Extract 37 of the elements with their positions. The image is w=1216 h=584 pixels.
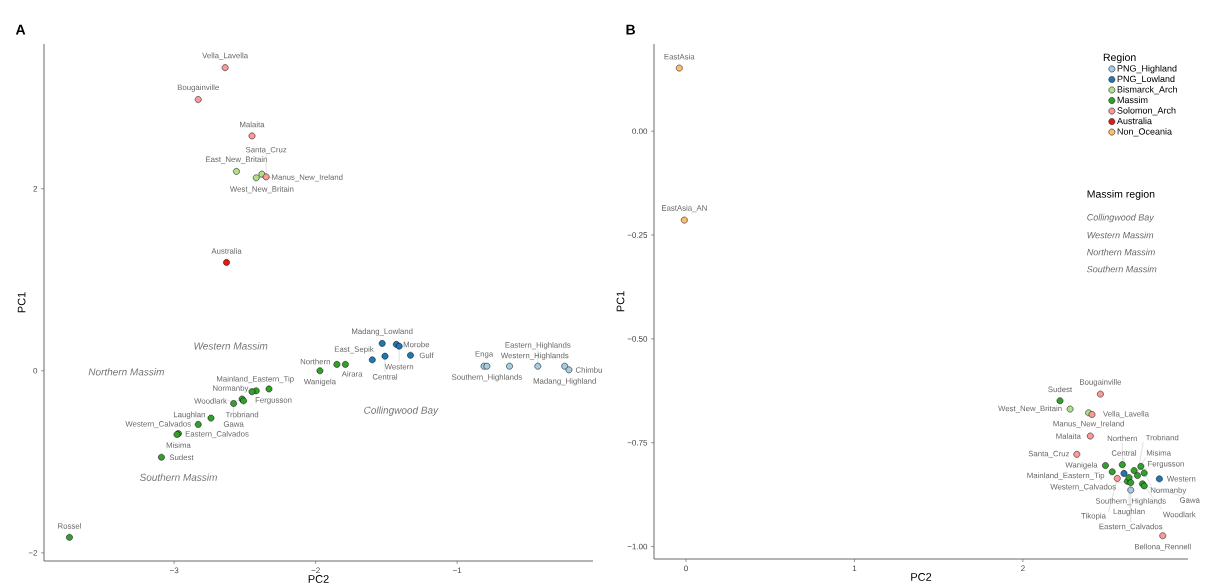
legend-label: PNG_Lowland bbox=[1117, 75, 1175, 84]
y-axis-title: PC1 bbox=[616, 291, 625, 312]
x-tick-label: 1 bbox=[852, 565, 857, 572]
x-tick-label: −1 bbox=[453, 567, 462, 574]
legend-label: Bismarck_Arch bbox=[1117, 85, 1177, 95]
x-tick-label: −3 bbox=[170, 567, 179, 574]
y-tick-label: 0 bbox=[33, 367, 38, 374]
annotation: Northern Massim bbox=[88, 368, 164, 376]
y-tick-label: −1.00 bbox=[627, 543, 648, 550]
annotation: Massim region bbox=[1087, 190, 1155, 200]
y-tick-label: −0.25 bbox=[627, 232, 648, 238]
y-axis-title: PC1 bbox=[17, 292, 26, 313]
chart-title: B bbox=[626, 24, 636, 35]
annotation: Collingwood Bay bbox=[1087, 213, 1155, 223]
x-tick-label: 0 bbox=[684, 565, 688, 572]
annotation: Southern Massim bbox=[139, 473, 217, 481]
legend-label: Australia bbox=[1116, 117, 1152, 125]
annotation: Collingwood Bay bbox=[364, 406, 439, 416]
legend-label: PNG_Highland bbox=[1117, 64, 1177, 74]
annotation: Western Massim bbox=[1087, 231, 1154, 239]
annotation: Western Massim bbox=[194, 342, 268, 350]
annotation: Northern Massim bbox=[1087, 248, 1155, 256]
y-tick-label: −0.50 bbox=[627, 336, 648, 342]
y-tick-label: −0.75 bbox=[627, 439, 648, 446]
legend-label: Solomon_Arch bbox=[1117, 107, 1176, 116]
x-tick-label: −2 bbox=[311, 567, 320, 574]
y-tick-label: 0.00 bbox=[632, 128, 648, 135]
y-tick-label: 2 bbox=[33, 185, 38, 192]
x-axis-title: PC2 bbox=[308, 575, 329, 583]
y-tick-label: −2 bbox=[28, 550, 38, 556]
x-axis-title: PC2 bbox=[911, 573, 932, 581]
legend-title: Region bbox=[1103, 53, 1136, 64]
chart-title: A bbox=[15, 24, 26, 35]
legend-label: Massim bbox=[1117, 96, 1148, 104]
x-tick-label: 2 bbox=[1021, 565, 1025, 572]
legend-label: Non_Oceania bbox=[1117, 128, 1172, 137]
annotation: Southern Massim bbox=[1087, 265, 1157, 273]
